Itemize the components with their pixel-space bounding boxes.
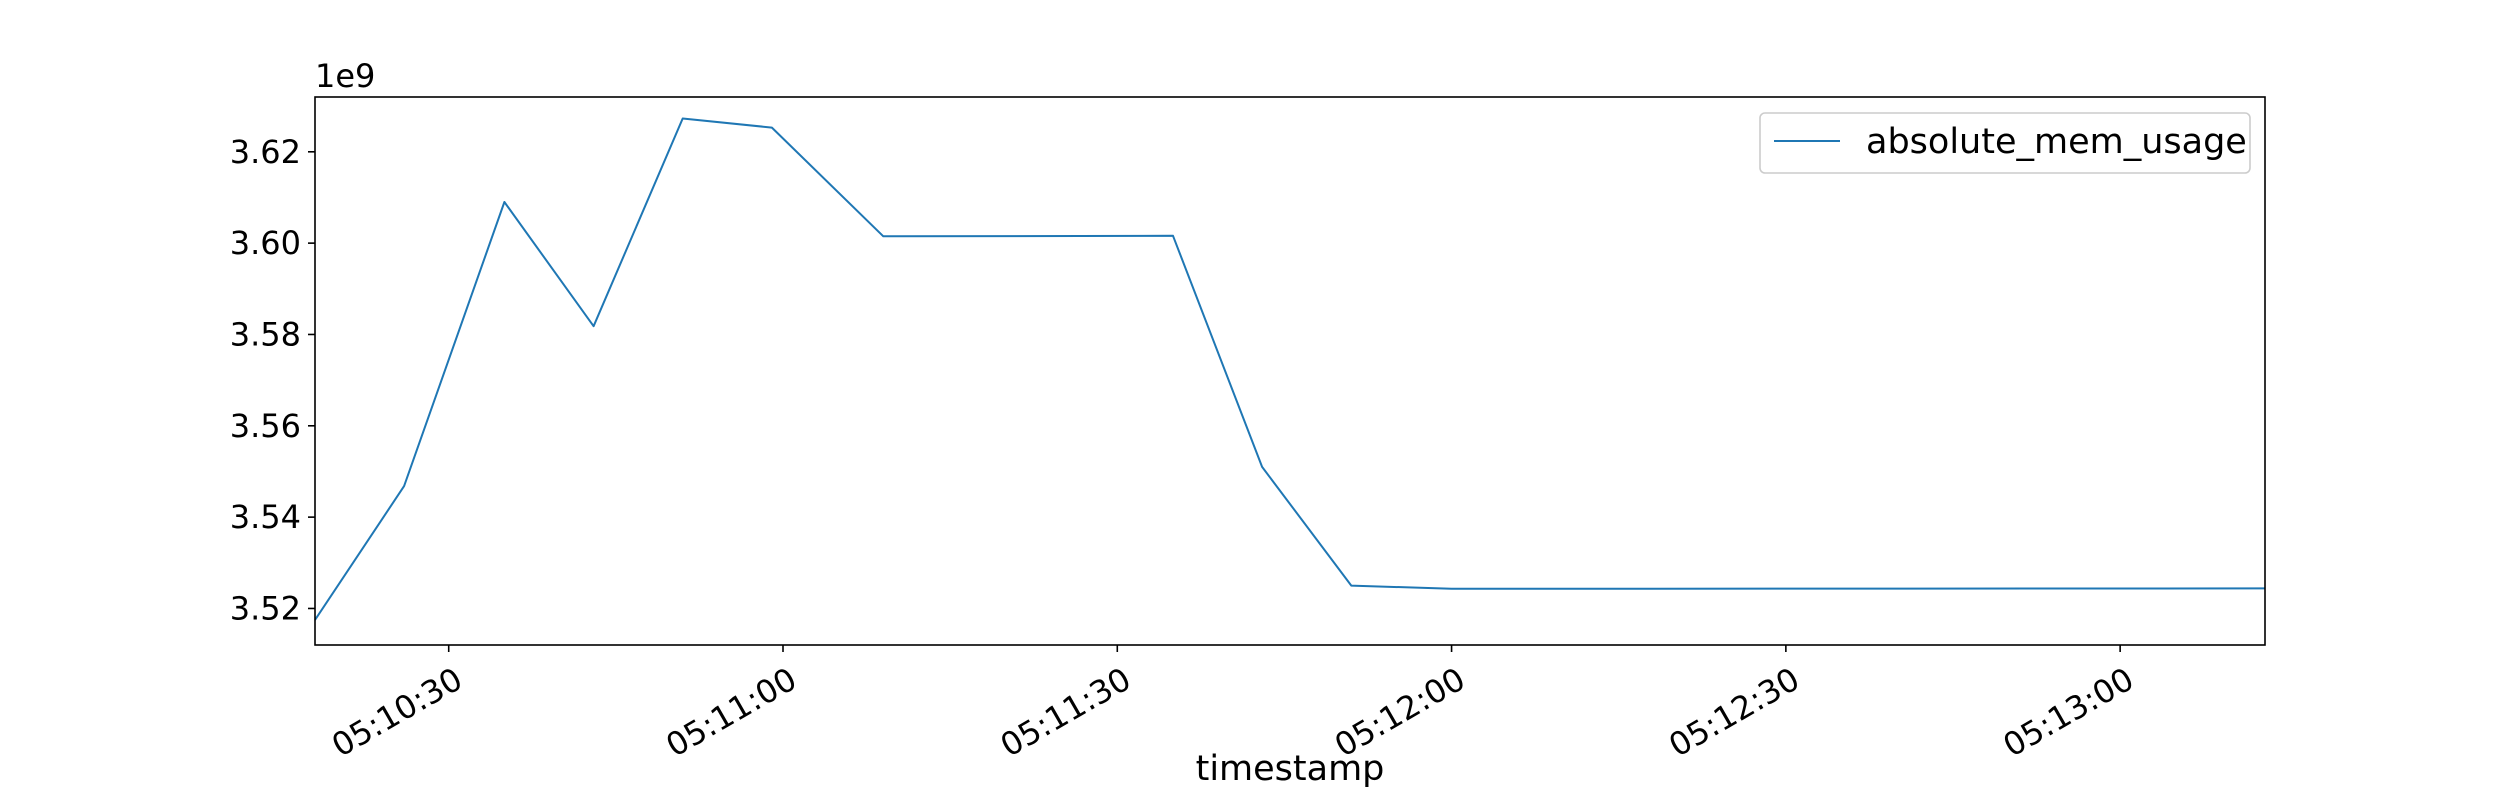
x-tick-label: 05:10:30 xyxy=(325,660,468,765)
x-tick-label: 05:12:30 xyxy=(1662,660,1805,765)
x-axis-title: timestamp xyxy=(1196,749,1385,789)
series-line xyxy=(314,117,2266,621)
y-tick-label: 3.60 xyxy=(230,224,301,262)
y-tick-label: 3.54 xyxy=(230,498,301,536)
y-axis-offset-label: 1e9 xyxy=(315,57,375,95)
y-tick-label: 3.62 xyxy=(230,133,301,171)
plot-layer: 3.52 3.54 3.56 3.58 3.60 3.62 05:10:30 05:11:00… xyxy=(230,117,2266,765)
y-tick-label: 3.58 xyxy=(230,315,301,353)
legend-label: absolute_mem_usage xyxy=(1866,122,2247,162)
x-tick-label: 05:13:00 xyxy=(1997,660,2140,765)
legend: absolute_mem_usage xyxy=(1759,112,2251,174)
x-tick-label: 05:11:30 xyxy=(994,660,1137,765)
plot-frame xyxy=(314,96,2266,646)
legend-box xyxy=(1759,112,2251,174)
y-tick-label: 3.56 xyxy=(230,407,301,445)
x-tick-label: 05:11:00 xyxy=(660,660,803,765)
y-tick-label: 3.52 xyxy=(230,589,301,627)
